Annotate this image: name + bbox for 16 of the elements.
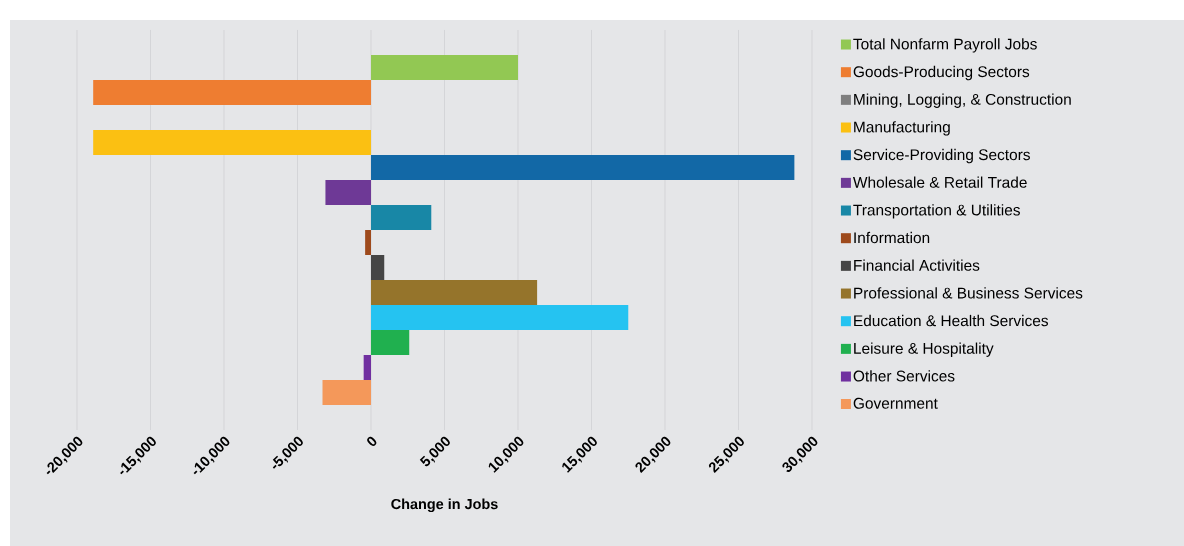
legend-label: Leisure & Hospitality	[854, 342, 994, 357]
legend-label: Manufacturing	[854, 121, 950, 136]
legend-label: Government	[853, 397, 938, 409]
legend-label: Education & Health Services	[854, 314, 1049, 327]
x-tick-label: 0	[367, 436, 377, 447]
legend-label: Professional & Business Services	[854, 287, 1083, 299]
legend-label: Information	[854, 231, 930, 244]
legend-label: Wholesale & Retail Trade	[852, 176, 1027, 188]
x-axis-title: Change in Jobs	[391, 498, 498, 513]
legend-label: Goods-Producing Sectors	[853, 65, 1030, 81]
legend-label: Mining, Logging, & Construction	[854, 93, 1071, 108]
legend-label: Total Nonfarm Payroll Jobs	[853, 38, 1037, 53]
legend-label: Financial Activities	[854, 259, 980, 271]
legend-label: Service-Providing Sectors	[853, 148, 1030, 164]
legend-label: Transportation & Utilities	[853, 204, 1020, 219]
legend-label: Other Services	[853, 370, 955, 382]
